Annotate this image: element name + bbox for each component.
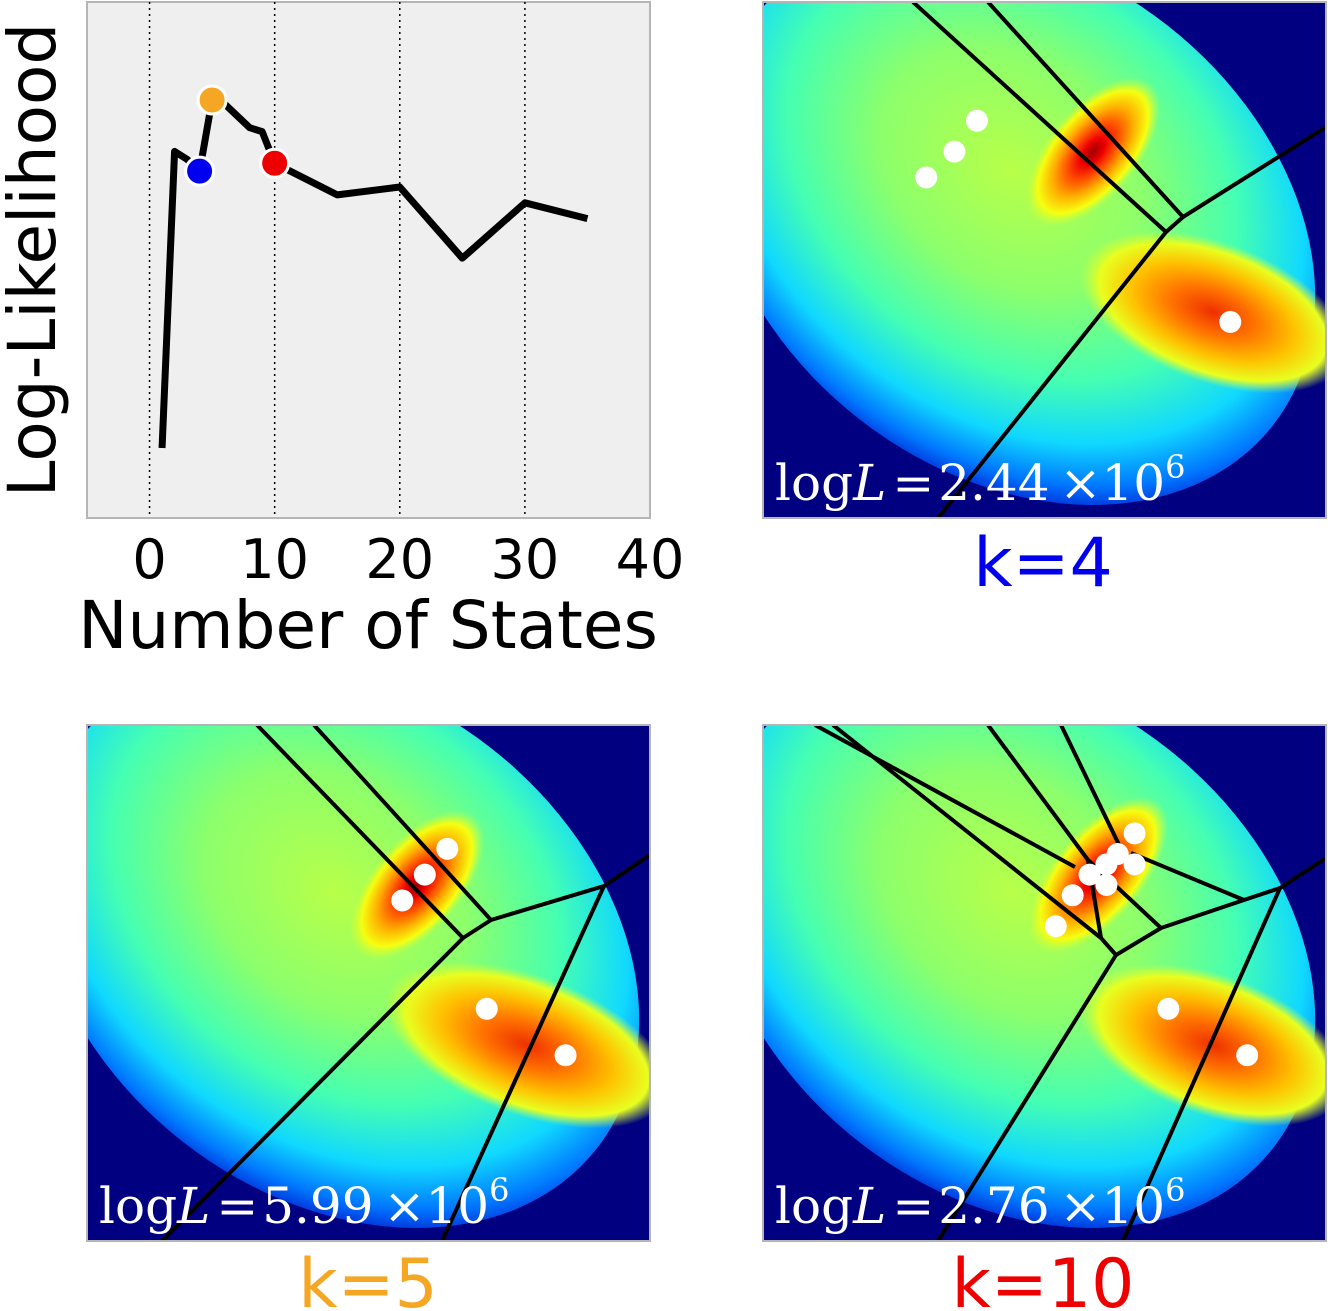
voronoi-boundaries — [814, 725, 1326, 1241]
heatmap-panel-k5: logL =5.99 ×106 k=5 — [86, 724, 651, 1311]
cluster-center — [475, 997, 498, 1020]
x-tick-label: 0 — [132, 528, 166, 591]
density-peak-lower — [384, 961, 650, 1129]
cluster-center — [1219, 310, 1242, 333]
k-label: k=5 — [298, 1245, 438, 1311]
cluster-center — [391, 889, 414, 912]
loglik-annotation: logL =2.76 ×106 — [775, 1171, 1185, 1235]
plot-area — [86, 1, 651, 519]
loglik-panel: 0 10 20 30 40 Number of States Log-Likelihoo… — [0, 1, 684, 664]
density-peak-lower — [1079, 230, 1326, 394]
highlighted-point — [196, 84, 228, 116]
density-peak-lower — [1079, 963, 1326, 1127]
loglik-annotation: logL =2.44 ×106 — [775, 448, 1185, 512]
heatmap-panel-k10: logL =2.76 ×106 k=10 — [762, 724, 1327, 1311]
x-tick-label: 20 — [365, 528, 434, 591]
cluster-center — [1078, 863, 1101, 886]
cluster-centers — [391, 837, 577, 1067]
highlighted-point — [259, 147, 291, 179]
cluster-center — [413, 863, 436, 886]
x-tick-label: 10 — [240, 528, 309, 591]
voronoi-boundaries — [160, 725, 650, 1241]
density-peak-upper — [1025, 77, 1161, 227]
x-axis-label: Number of States — [78, 587, 658, 664]
cluster-center — [1044, 915, 1067, 938]
gridlines — [148, 2, 526, 518]
cluster-center — [554, 1044, 577, 1067]
cluster-center — [1123, 853, 1146, 876]
cluster-center — [1236, 1044, 1259, 1067]
k-label: k=10 — [952, 1245, 1135, 1311]
heatmap-k4: logL =2.44 ×106 — [763, 2, 1326, 518]
cluster-center — [915, 166, 938, 189]
cluster-centers — [1044, 822, 1259, 1067]
cluster-center — [1095, 853, 1118, 876]
x-tick-label: 40 — [616, 528, 685, 591]
x-tick-labels: 0 10 20 30 40 — [132, 528, 684, 591]
k-label: k=4 — [973, 524, 1113, 603]
cluster-center — [965, 109, 988, 132]
y-axis-label: Log-Likelihood — [0, 23, 71, 497]
heatmap-k10: logL =2.76 ×106 — [763, 725, 1326, 1241]
cluster-center — [1095, 873, 1118, 896]
cluster-center — [1123, 822, 1146, 845]
loglik-annotation: logL =5.99 ×106 — [99, 1171, 509, 1235]
cluster-center — [943, 140, 966, 163]
x-tick-label: 30 — [491, 528, 560, 591]
highlighted-point — [184, 155, 216, 187]
voronoi-boundaries — [911, 2, 1326, 518]
heatmap-k5: logL =5.99 ×106 — [87, 725, 650, 1241]
cluster-centers — [915, 109, 1242, 333]
cluster-center — [1157, 997, 1180, 1020]
cluster-center — [436, 837, 459, 860]
cluster-center — [1061, 884, 1084, 907]
heatmap-panel-k4: logL =2.44 ×106 k=4 — [762, 1, 1327, 603]
highlighted-points — [184, 84, 291, 187]
